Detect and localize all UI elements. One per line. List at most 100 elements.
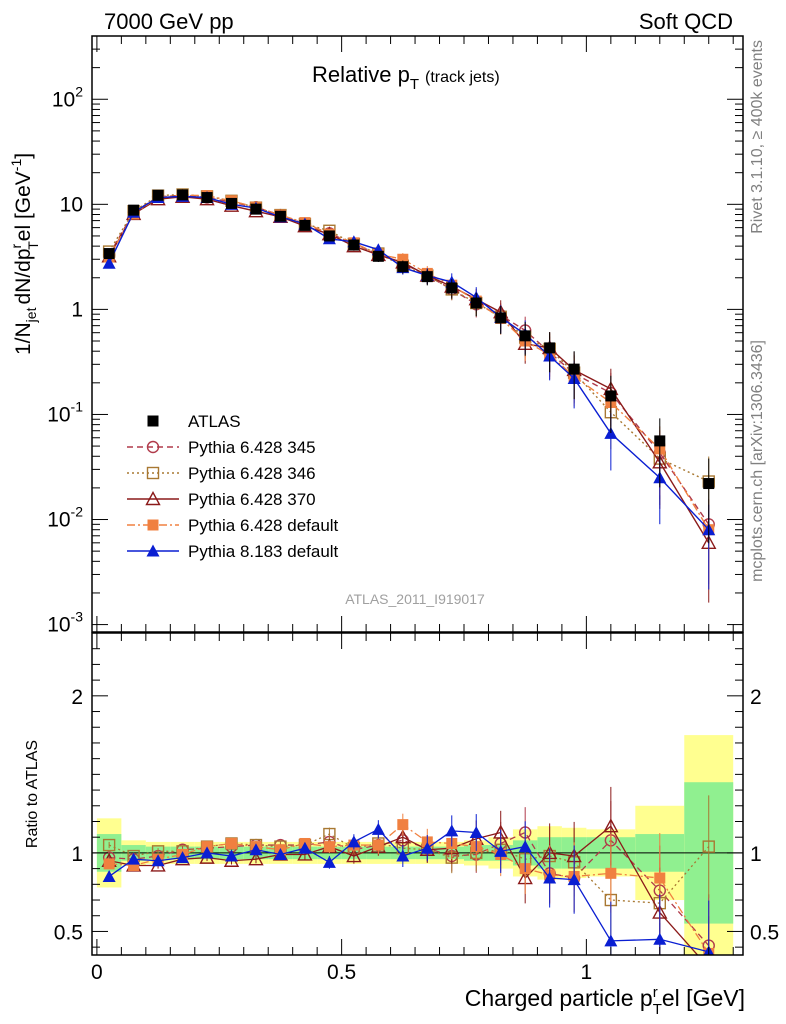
x-axis-label: Charged particle pr Tel [GeV] [465,984,745,1018]
main-y-tick-label-1: 10-2 [47,504,83,532]
category-label: Soft QCD [639,9,733,34]
ratio-point-pythia-8-183-default-19 [567,873,581,886]
legend-marker-pythia-6-428-default [147,519,159,531]
ratio-point-pythia-8-183-default-8 [298,841,312,854]
main-point-atlas-4 [201,192,213,204]
main-y-tick-label-2: 10-1 [47,398,83,426]
plot-title-subscript: T [410,76,419,93]
ratio-point-pythia-6-428-370-20 [603,818,619,833]
ratio-point-pythia-8-183-default-6 [249,843,263,856]
main-point-pythia-8-183-default-0 [102,256,116,269]
main-point-pythia-6-428-default-12 [397,253,409,265]
main-point-atlas-10 [348,239,360,251]
main-point-atlas-5 [226,197,237,209]
ratio-point-pythia-8-183-default-3 [176,851,190,864]
ratio-point-pythia-8-183-default-2 [151,854,165,867]
ratio-point-pythia-8-183-default-16 [494,844,508,857]
main-point-atlas-3 [177,189,189,201]
ratio-point-pythia-6-428-346-0 [102,838,116,852]
main-point-atlas-17 [519,330,531,342]
main-point-atlas-15 [470,297,482,309]
ratio-y-tick-label-left-0: 0.5 [54,921,83,944]
ratio-point-pythia-8-183-default-4 [200,846,214,859]
ratio-point-pythia-8-183-default-20 [604,934,618,947]
main-point-atlas-2 [152,189,164,201]
ratio-y-tick-label-right-1: 1 [750,843,762,866]
x-tick-label-0: 0 [91,961,103,984]
main-point-atlas-6 [250,203,262,215]
ratio-point-pythia-8-183-default-1 [127,852,141,865]
ratio-point-pythia-8-183-default-14 [445,824,459,837]
main-point-atlas-21 [654,435,666,447]
main-point-atlas-11 [372,250,384,262]
ratio-point-pythia-8-183-default-11 [371,822,385,835]
ratio-point-pythia-6-428-370-22 [702,961,715,973]
legend-label-pythia-6-428-default: Pythia 6.428 default [188,516,339,535]
main-y-tick-label-4: 10 [60,193,83,216]
main-y-tick-label-0: 10-3 [47,609,83,637]
ratio-point-pythia-6-428-default-11 [372,839,384,851]
legend: ATLAS Pythia 6.428 345 Pythia 6.428 346 Pyt… [127,412,339,561]
ratio-point-pythia-8-183-default-10 [347,835,361,848]
legend-label-pythia-6-428-345: Pythia 6.428 345 [188,438,316,457]
legend-label-atlas: ATLAS [188,412,241,431]
main-point-atlas-18 [544,342,556,354]
ratio-y-tick-label-left-1: 1 [71,843,83,866]
legend-marker-atlas [147,415,159,427]
main-y-axis-label: 1/NjetdN/dprTel [GeV-1] [8,153,41,355]
legend-marker-pythia-8-183-default [146,544,160,557]
plot-title: Relative pT (track jets) [312,62,500,93]
ratio-point-pythia-6-428-370-10 [346,848,362,863]
main-point-atlas-22 [703,478,715,490]
ratio-point-pythia-8-183-default-21 [653,932,667,945]
main-point-atlas-7 [274,210,286,222]
ratio-point-pythia-8-183-default-0 [102,869,116,882]
mcplots-reference-label: mcplots.cern.ch [arXiv:1306.3436] [749,340,766,582]
analysis-watermark: ATLAS_2011_I919017 [345,591,485,607]
plot-title-suffix: (track jets) [425,69,500,86]
main-point-atlas-16 [495,312,507,324]
legend-label-pythia-6-428-346: Pythia 6.428 346 [188,464,316,483]
legend-marker-pythia-6-428-346 [146,466,160,480]
rivet-version-label: Rivet 3.1.10, ≥ 400k events [749,40,766,234]
main-point-atlas-1 [128,204,140,216]
main-point-atlas-9 [323,230,335,242]
ratio-point-pythia-6-428-default-20 [605,867,617,879]
ratio-y-tick-label-right-2: 2 [750,686,762,709]
ratio-point-pythia-6-428-default-9 [323,841,335,853]
x-tick-label-2: 1 [581,961,593,984]
ratio-point-pythia-6-428-default-21 [654,872,666,884]
ratio-point-pythia-8-183-default-15 [469,825,483,838]
ratio-y-tick-label-right-0: 0.5 [750,921,779,944]
main-point-atlas-14 [446,282,458,294]
ratio-point-pythia-8-183-default-5 [225,849,238,862]
main-y-tick-label-3: 1 [71,298,83,321]
ratio-point-pythia-6-428-370-6 [248,851,264,866]
legend-label-pythia-6-428-370: Pythia 6.428 370 [188,490,316,509]
ratio-y-axis-label: Ratio to ATLAS [24,740,41,848]
ratio-point-pythia-8-183-default-13 [420,841,434,854]
ratio-plot-panel: 0.5 0.5 1 1 2 2 0 0.5 1 Ratio to ATLAS Charged p… [24,632,779,1018]
main-point-atlas-0 [103,248,115,260]
ratio-y-tick-label-left-2: 2 [71,686,83,709]
main-plot-frame [91,35,744,633]
ratio-point-pythia-8-183-default-18 [543,871,557,884]
ratio-point-pythia-6-428-default-5 [226,837,237,849]
ratio-point-pythia-6-428-default-1 [128,859,140,871]
legend-marker-pythia-6-428-370 [145,491,161,506]
main-point-atlas-8 [299,219,311,231]
ratio-point-pythia-8-183-default-7 [273,847,287,860]
main-point-atlas-13 [421,271,433,283]
x-tick-label-1: 0.5 [327,961,356,984]
main-point-atlas-19 [568,363,580,375]
ratio-point-pythia-6-428-370-8 [297,846,313,861]
main-point-atlas-20 [605,390,617,402]
main-y-tick-label-5: 102 [52,83,83,111]
legend-label-pythia-8-183-default: Pythia 8.183 default [188,542,339,561]
ratio-plot-frame [91,632,744,956]
main-point-atlas-12 [397,261,409,273]
ratio-point-pythia-6-428-346-22 [702,840,715,853]
ratio-point-pythia-8-183-default-9 [322,855,336,868]
